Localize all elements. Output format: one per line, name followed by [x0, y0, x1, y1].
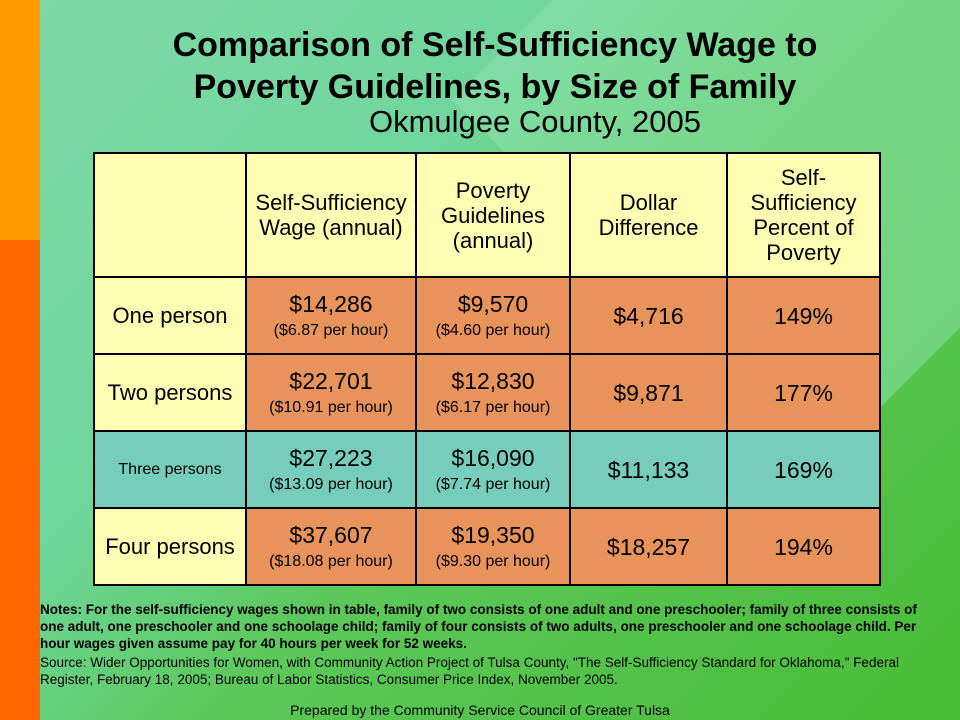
percent-value: 169% [774, 456, 833, 483]
title-line-1: Comparison of Self-Sufficiency Wage to [172, 26, 818, 64]
wage-hourly: ($10.91 per hour) [269, 398, 393, 416]
comparison-table: Self-Sufficiency Wage (annual) Poverty G… [93, 152, 881, 586]
table-notes: Notes: For the self-sufficiency wages sh… [40, 602, 917, 651]
percent-cell: 149% [726, 276, 881, 355]
difference-value: $18,257 [606, 533, 691, 560]
difference-cell: $11,133 [569, 430, 728, 509]
table-header-row: Self-Sufficiency Wage (annual) Poverty G… [93, 152, 881, 278]
percent-value: 149% [774, 302, 833, 329]
poverty-cell: $19,350 ($9.30 per hour) [415, 507, 571, 586]
header-self-sufficiency-wage: Self-Sufficiency Wage (annual) [245, 152, 417, 278]
header-empty-cell [93, 152, 247, 278]
wage-hourly: ($18.08 per hour) [269, 552, 393, 570]
header-percent-of-poverty: Self-Sufficiency Percent of Poverty [726, 152, 881, 278]
wage-cell: $14,286 ($6.87 per hour) [245, 276, 417, 355]
poverty-annual: $19,350 [451, 521, 535, 548]
title-line-2: Poverty Guidelines, by Size of Family [193, 68, 797, 106]
percent-cell: 194% [726, 507, 881, 586]
table-row-highlighted: Three persons $27,223 ($13.09 per hour) … [93, 430, 881, 509]
slide-subtitle: Okmulgee County, 2005 [368, 104, 701, 139]
table-row: One person $14,286 ($6.87 per hour) $9,5… [93, 276, 881, 355]
difference-cell: $18,257 [569, 507, 728, 586]
prepared-by-credit: Prepared by the Community Service Counci… [290, 702, 670, 718]
percent-cell: 169% [726, 430, 881, 509]
slide-title: Comparison of Self-Sufficiency Wage to P… [80, 24, 910, 108]
poverty-cell: $16,090 ($7.74 per hour) [415, 430, 571, 509]
accent-bar-bottom [0, 240, 40, 720]
accent-bar-top [0, 0, 40, 240]
source-citation: Source: Wider Opportunities for Women, w… [40, 655, 899, 687]
row-label: One person [93, 276, 247, 355]
difference-value: $4,716 [613, 302, 684, 329]
difference-cell: $9,871 [569, 353, 728, 432]
poverty-cell: $12,830 ($6.17 per hour) [415, 353, 571, 432]
percent-value: 194% [774, 533, 833, 560]
wage-hourly: ($6.87 per hour) [273, 321, 389, 339]
header-poverty-guidelines: Poverty Guidelines (annual) [415, 152, 571, 278]
table-row: Four persons $37,607 ($18.08 per hour) $… [93, 507, 881, 586]
difference-value: $11,133 [607, 456, 690, 483]
wage-annual: $22,701 [289, 367, 373, 394]
poverty-annual: $12,830 [451, 367, 535, 394]
poverty-hourly: ($7.74 per hour) [435, 475, 551, 493]
header-dollar-difference: Dollar Difference [569, 152, 728, 278]
poverty-annual: $16,090 [451, 444, 535, 471]
wage-annual: $37,607 [289, 521, 373, 548]
wage-cell: $27,223 ($13.09 per hour) [245, 430, 417, 509]
poverty-hourly: ($4.60 per hour) [435, 321, 551, 339]
difference-value: $9,871 [613, 379, 684, 406]
poverty-cell: $9,570 ($4.60 per hour) [415, 276, 571, 355]
row-label: Three persons [93, 430, 247, 509]
row-label: Four persons [93, 507, 247, 586]
difference-cell: $4,716 [569, 276, 728, 355]
percent-cell: 177% [726, 353, 881, 432]
wage-hourly: ($13.09 per hour) [269, 475, 393, 493]
poverty-annual: $9,570 [457, 290, 529, 317]
wage-annual: $27,223 [289, 444, 373, 471]
wage-cell: $22,701 ($10.91 per hour) [245, 353, 417, 432]
poverty-hourly: ($6.17 per hour) [435, 398, 551, 416]
row-label: Two persons [93, 353, 247, 432]
percent-value: 177% [774, 379, 833, 406]
wage-cell: $37,607 ($18.08 per hour) [245, 507, 417, 586]
table-row: Two persons $22,701 ($10.91 per hour) $1… [93, 353, 881, 432]
wage-annual: $14,286 [289, 290, 373, 317]
poverty-hourly: ($9.30 per hour) [435, 552, 551, 570]
